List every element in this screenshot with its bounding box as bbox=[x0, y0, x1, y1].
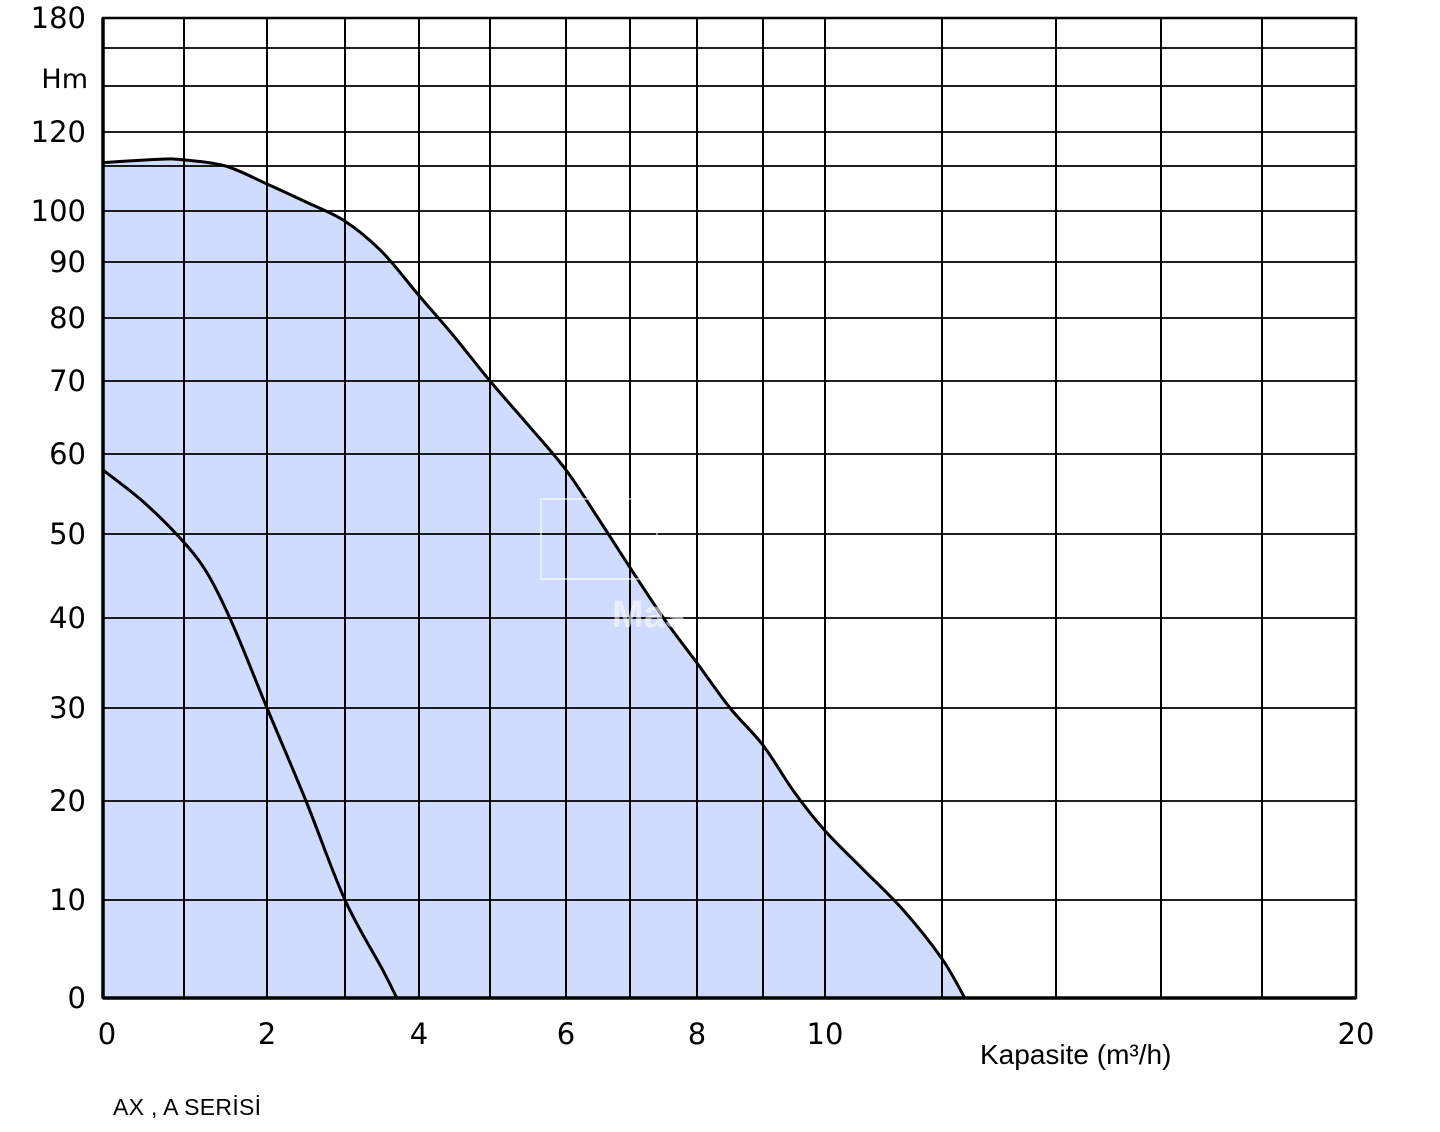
operating-area-fill bbox=[103, 158, 965, 999]
x-tick-label: 6 bbox=[557, 1017, 575, 1051]
y-tick-label: 70 bbox=[49, 364, 86, 398]
x-tick-label: 20 bbox=[1338, 1017, 1375, 1051]
y-tick-label: 10 bbox=[49, 883, 86, 917]
grid-lines bbox=[101, 16, 1358, 1000]
max-head-curve bbox=[101, 157, 967, 1000]
x-tick-label: 0 bbox=[98, 1017, 116, 1051]
y-tick-label: 0 bbox=[68, 981, 86, 1015]
x-tick-label: 8 bbox=[688, 1017, 706, 1051]
curve-area-layer bbox=[103, 158, 965, 999]
y-axis-label: Hm bbox=[41, 64, 88, 95]
y-tick-label: 100 bbox=[31, 194, 86, 228]
y-tick-label: 120 bbox=[31, 115, 86, 149]
y-tick-label: 80 bbox=[49, 301, 86, 335]
y-tick-label: 180 bbox=[31, 1, 86, 35]
x-axis-ticks: 0 2 4 6 8 10 20 bbox=[98, 1017, 1375, 1051]
min-head-curve bbox=[101, 468, 399, 1000]
y-tick-label: 30 bbox=[49, 691, 86, 725]
x-axis-label: Kapasite (m³/h) bbox=[980, 1039, 1171, 1070]
y-tick-label: 20 bbox=[49, 784, 86, 818]
y-tick-label: 40 bbox=[49, 601, 86, 635]
series-caption: AX , A SERİSİ bbox=[113, 1094, 262, 1120]
y-tick-label: 90 bbox=[49, 245, 86, 279]
y-tick-label: 60 bbox=[49, 437, 86, 471]
x-tick-label: 4 bbox=[410, 1017, 428, 1051]
y-axis-ticks: 0 10 20 30 40 50 60 70 80 90 100 120 180 bbox=[31, 1, 86, 1015]
curve-lines bbox=[101, 157, 967, 1000]
x-tick-label: 10 bbox=[807, 1017, 844, 1051]
y-tick-label: 50 bbox=[49, 517, 86, 551]
x-tick-label: 2 bbox=[258, 1017, 276, 1051]
